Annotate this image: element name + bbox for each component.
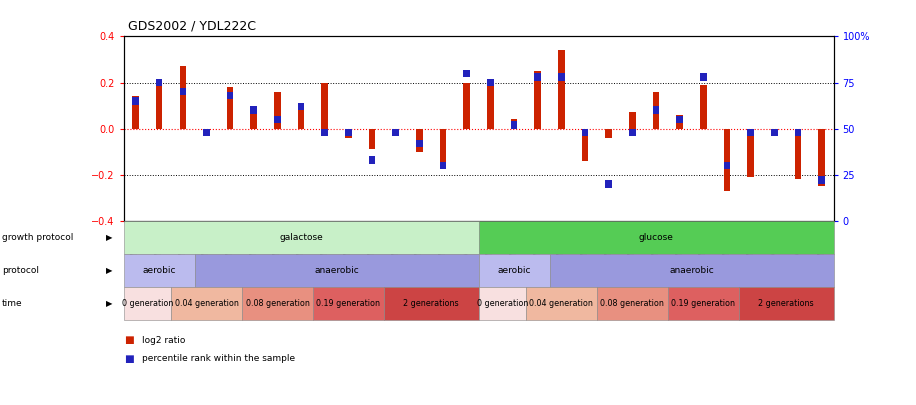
Bar bbox=[392, 129, 399, 131]
Text: GDS2002 / YDL222C: GDS2002 / YDL222C bbox=[128, 19, 256, 32]
Text: aerobic: aerobic bbox=[497, 266, 531, 275]
Text: ■: ■ bbox=[124, 354, 134, 364]
Bar bbox=[156, 85, 162, 129]
Bar bbox=[487, 79, 494, 86]
Bar bbox=[487, 83, 494, 129]
Bar bbox=[795, 129, 802, 179]
Bar bbox=[440, 162, 446, 169]
Text: galactose: galactose bbox=[279, 233, 323, 242]
Text: 0 generation: 0 generation bbox=[476, 299, 528, 308]
Bar bbox=[724, 129, 730, 191]
Text: 0.19 generation: 0.19 generation bbox=[671, 299, 736, 308]
Text: growth protocol: growth protocol bbox=[2, 233, 73, 242]
Text: time: time bbox=[2, 299, 23, 308]
Text: ■: ■ bbox=[124, 335, 134, 345]
Text: 2 generations: 2 generations bbox=[758, 299, 814, 308]
Bar bbox=[345, 129, 352, 136]
Text: ▶: ▶ bbox=[106, 233, 113, 242]
Bar bbox=[227, 87, 234, 129]
Bar bbox=[203, 129, 210, 133]
Text: glucose: glucose bbox=[638, 233, 673, 242]
Bar bbox=[700, 73, 707, 81]
Bar bbox=[818, 129, 825, 186]
Bar bbox=[700, 85, 707, 129]
Bar bbox=[463, 70, 470, 77]
Bar bbox=[298, 103, 304, 129]
Bar bbox=[771, 129, 778, 131]
Text: 0.08 generation: 0.08 generation bbox=[245, 299, 310, 308]
Bar bbox=[298, 103, 304, 110]
Text: 0.08 generation: 0.08 generation bbox=[601, 299, 664, 308]
Text: 0.04 generation: 0.04 generation bbox=[175, 299, 238, 308]
Text: 0.04 generation: 0.04 generation bbox=[529, 299, 594, 308]
Text: percentile rank within the sample: percentile rank within the sample bbox=[142, 354, 295, 363]
Text: ▶: ▶ bbox=[106, 266, 113, 275]
Bar bbox=[747, 129, 754, 136]
Bar bbox=[180, 66, 186, 129]
Bar bbox=[345, 129, 352, 138]
Text: protocol: protocol bbox=[2, 266, 38, 275]
Bar bbox=[629, 129, 636, 136]
Text: log2 ratio: log2 ratio bbox=[142, 336, 185, 345]
Bar bbox=[511, 119, 518, 129]
Bar bbox=[369, 156, 376, 164]
Bar bbox=[818, 177, 825, 184]
Bar bbox=[724, 162, 730, 169]
Bar bbox=[274, 116, 281, 123]
Bar bbox=[274, 92, 281, 129]
Bar bbox=[653, 107, 660, 114]
Bar bbox=[653, 92, 660, 129]
Bar bbox=[795, 129, 802, 136]
Bar bbox=[605, 129, 612, 138]
Bar bbox=[250, 106, 257, 129]
Bar bbox=[227, 92, 234, 99]
Bar bbox=[440, 129, 446, 163]
Bar bbox=[416, 129, 423, 151]
Bar bbox=[132, 97, 139, 104]
Text: ▶: ▶ bbox=[106, 299, 113, 308]
Text: 2 generations: 2 generations bbox=[403, 299, 459, 308]
Bar bbox=[203, 129, 210, 136]
Bar bbox=[392, 129, 399, 136]
Text: 0 generation: 0 generation bbox=[122, 299, 173, 308]
Bar bbox=[132, 96, 139, 129]
Bar bbox=[771, 129, 778, 136]
Bar bbox=[747, 129, 754, 177]
Bar bbox=[558, 50, 565, 129]
Bar bbox=[582, 129, 588, 136]
Bar bbox=[322, 83, 328, 129]
Bar bbox=[676, 115, 683, 129]
Bar bbox=[463, 83, 470, 129]
Bar bbox=[676, 116, 683, 123]
Text: anaerobic: anaerobic bbox=[314, 266, 359, 275]
Bar bbox=[322, 129, 328, 136]
Bar bbox=[605, 180, 612, 188]
Bar bbox=[582, 129, 588, 161]
Bar bbox=[534, 71, 541, 129]
Bar bbox=[416, 140, 423, 147]
Text: 0.19 generation: 0.19 generation bbox=[316, 299, 380, 308]
Bar bbox=[534, 73, 541, 81]
Bar bbox=[180, 88, 186, 96]
Bar bbox=[250, 107, 257, 114]
Bar bbox=[511, 121, 518, 129]
Bar bbox=[629, 113, 636, 129]
Text: aerobic: aerobic bbox=[142, 266, 176, 275]
Text: anaerobic: anaerobic bbox=[670, 266, 714, 275]
Bar bbox=[156, 79, 162, 86]
Bar bbox=[369, 129, 376, 149]
Bar bbox=[558, 73, 565, 81]
